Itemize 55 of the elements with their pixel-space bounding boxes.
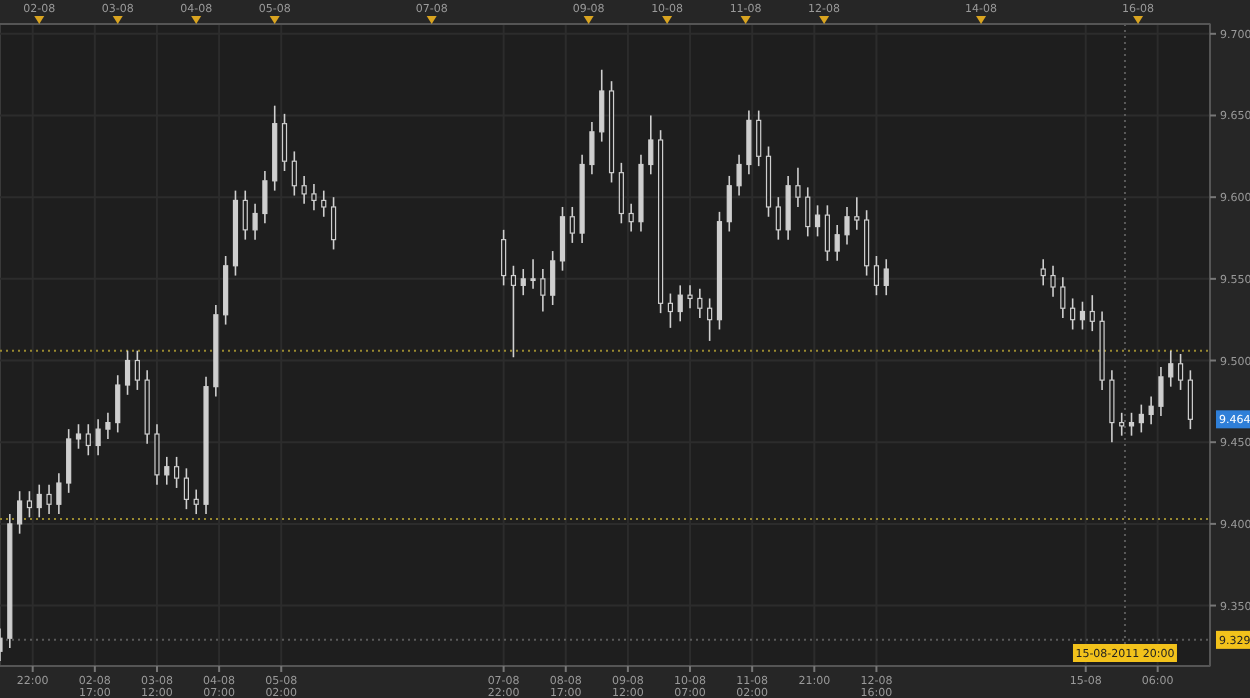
candlestick [1050,264,1056,298]
candlestick [844,206,850,246]
candlestick [36,483,42,519]
candlestick [736,153,742,197]
candlestick [252,202,258,241]
candlestick [1060,276,1066,319]
candlestick [834,224,840,262]
candlestick [7,513,13,649]
candlestick [1040,258,1046,287]
candlestick [85,423,91,457]
candlestick [795,166,801,208]
candlestick [262,170,268,225]
candlestick [687,284,693,310]
candlestick [805,186,811,238]
candlestick [883,258,889,296]
candlestick [589,121,595,176]
candlestick [648,114,654,176]
candlestick [242,189,248,241]
candlestick [579,153,585,244]
candlestick [599,68,605,143]
candlestick [144,369,150,445]
candlestick [193,488,199,515]
candlestick [785,175,791,241]
candlestick [1168,349,1174,388]
candlestick [628,202,634,233]
candlestick [272,104,278,192]
candlestick [1148,395,1154,426]
candlestick [115,374,121,434]
candlestick [321,189,327,218]
candlestick [203,376,209,515]
candlestick [569,206,575,244]
candlestick [1099,310,1105,391]
candlestick [95,418,101,457]
candlestick [530,258,536,290]
candlestick [726,175,732,233]
candlestick [311,183,317,212]
candlestick [540,268,546,313]
candlestick [746,109,752,176]
candlestick [164,456,170,486]
candlestick [854,196,860,231]
candlestick [46,483,52,515]
candlestick [301,175,307,205]
candlestick [638,153,644,233]
candlestick [1158,366,1164,417]
candlestick [697,287,703,319]
candlestick [154,423,160,486]
candlestick [1089,294,1095,332]
candlestick [677,284,683,323]
candlestick [520,268,526,296]
candlestick [56,472,62,515]
candlestick [105,411,111,440]
candlestick [1119,411,1125,437]
candlestick [756,109,762,167]
candlestick [1109,369,1115,443]
candlestick [213,304,219,398]
